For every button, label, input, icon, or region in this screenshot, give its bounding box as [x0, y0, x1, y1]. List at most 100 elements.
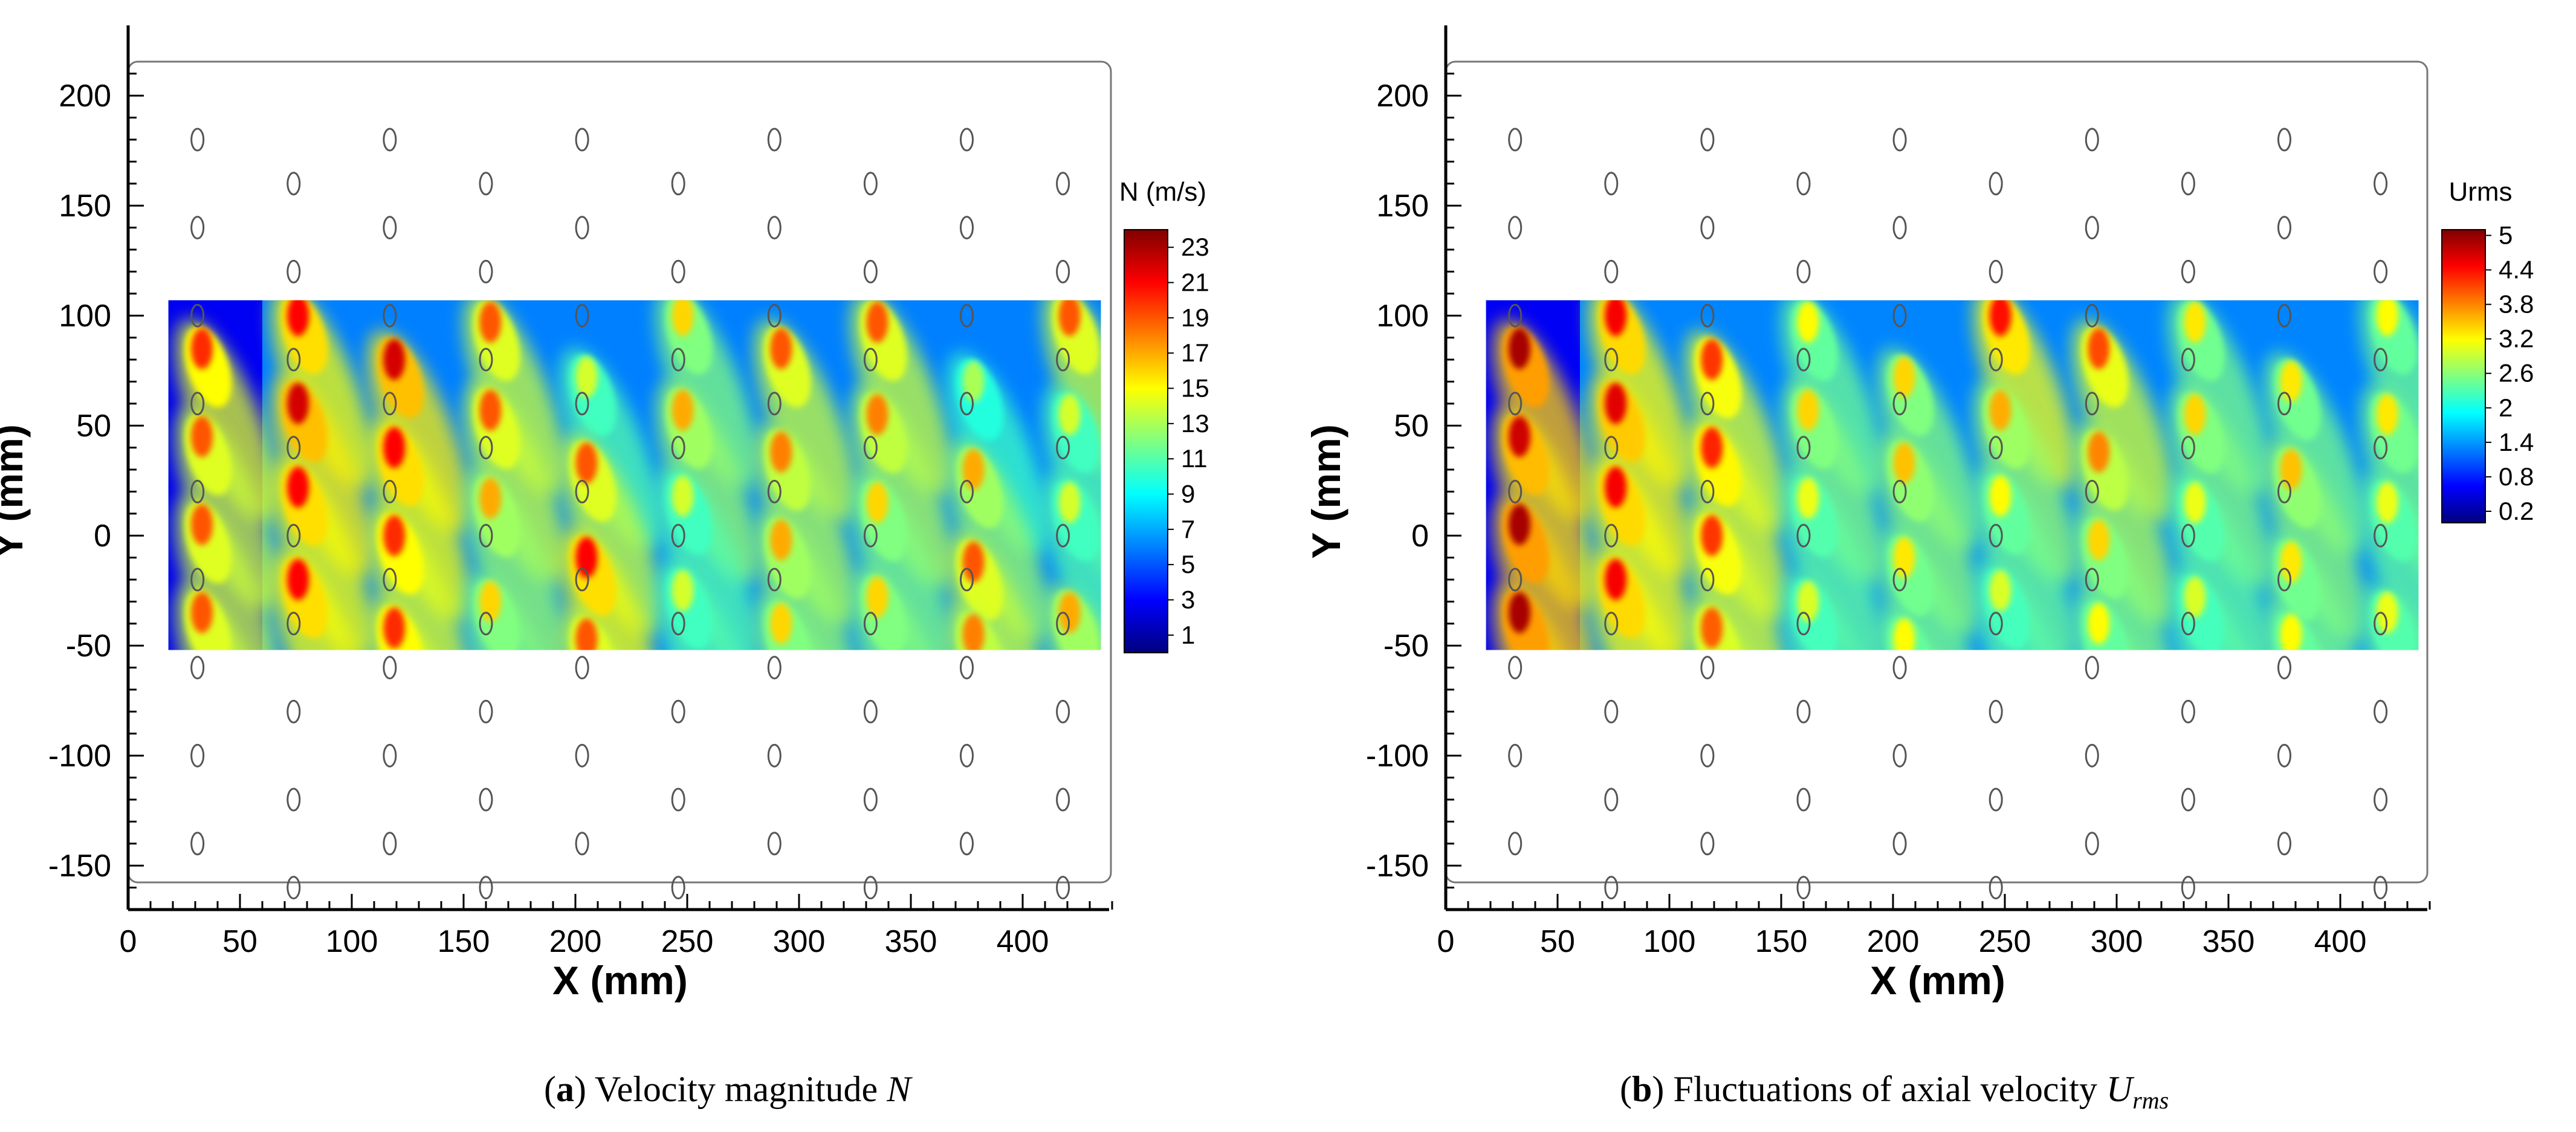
marker-zero-icon	[1892, 743, 1907, 768]
marker-zero-icon	[2374, 876, 2388, 900]
jet-hot-spot	[2088, 431, 2110, 473]
caption-b-tag: b	[1631, 1069, 1652, 1109]
jet-plume	[271, 300, 374, 490]
jet-hot-spot	[191, 328, 213, 369]
marker-zero-icon	[1700, 216, 1715, 240]
x-tick-label: 50	[1540, 924, 1575, 959]
caption-b: (b) Fluctuations of axial velocity Urms	[1620, 1069, 2169, 1114]
jet-hot-spot	[1058, 300, 1081, 337]
jet-hot-spot	[672, 570, 694, 612]
jet-plume	[2071, 319, 2174, 523]
marker-zero-icon	[1056, 436, 1070, 460]
jet-hot-spot	[479, 389, 502, 431]
jet-hot-spot	[2376, 482, 2398, 523]
jet-plume	[1043, 300, 1101, 490]
marker-zero-icon	[1700, 303, 1715, 328]
jet-plume	[850, 300, 953, 497]
marker-zero-icon	[2277, 392, 2291, 416]
marker-zero-icon	[960, 479, 974, 503]
jet-hot-spot	[2280, 361, 2302, 403]
axes: 0 50 100 150 200 250 300 350 400 -150 -100 -50 0 50 10…	[0, 25, 1113, 1003]
jet-plume	[1588, 550, 1691, 650]
marker-zero-icon	[863, 612, 878, 636]
y-tick-label: 0	[94, 519, 111, 554]
marker-zero-icon	[767, 128, 782, 152]
jet-plume	[754, 422, 856, 627]
marker-zero-icon	[2181, 523, 2195, 548]
marker-zero-icon	[960, 392, 974, 416]
marker-zero-icon	[575, 216, 589, 240]
jet-plume	[271, 550, 374, 650]
marker-zero-icon	[863, 259, 878, 283]
jet-hot-spot	[1701, 607, 1723, 649]
jet-hot-spot	[2280, 449, 2302, 490]
jet-plume	[1043, 473, 1101, 650]
x-tick-label: 250	[1979, 924, 2031, 959]
marker-zero-icon	[767, 479, 782, 503]
jet-hot-spot	[2088, 328, 2110, 369]
colorbar-tick-label: 3	[1181, 586, 1195, 614]
colorbar-tick-label: 3.8	[2499, 290, 2534, 319]
jet-plume	[656, 300, 759, 490]
marker-zero-icon	[190, 656, 205, 680]
marker-zero-icon	[190, 743, 205, 768]
marker-zero-icon	[286, 612, 301, 636]
jet-plume	[1492, 407, 1595, 611]
jet-plume	[271, 374, 374, 578]
marker-zero-icon	[960, 832, 974, 856]
jet-hot-spot	[2280, 614, 2302, 650]
marker-zero-icon	[479, 788, 493, 812]
jet-hot-spot	[672, 300, 694, 337]
marker-zero-icon	[1056, 523, 1070, 548]
colorbar-tick-label: 23	[1181, 233, 1209, 261]
marker-zero-icon	[2181, 788, 2195, 812]
marker-zero-icon	[2277, 128, 2291, 152]
x-axis-title: X (mm)	[1870, 958, 2005, 1003]
jet-plume	[1492, 583, 1595, 650]
marker-zero-icon	[1892, 832, 1907, 856]
marker-zero-icon	[286, 436, 301, 460]
jet-plume	[367, 506, 470, 650]
y-tick-label: 100	[1376, 299, 1429, 334]
jet-hot-spot	[287, 300, 309, 337]
marker-zero-icon	[2085, 656, 2099, 680]
jet-hot-spot	[962, 449, 985, 490]
colorbar-tick-label: 2.6	[2499, 359, 2534, 387]
jet-hot-spot	[575, 618, 598, 650]
caption-a: (a) Velocity magnitude N	[544, 1069, 911, 1109]
jet-hot-spot	[1605, 559, 1627, 600]
jet-hot-spot	[383, 607, 406, 649]
marker-zero-icon	[383, 216, 397, 240]
jet-hot-spot	[2184, 482, 2206, 523]
y-tick-label: 150	[1376, 189, 1429, 224]
marker-zero-icon	[671, 348, 685, 372]
colorbar-tick-label: 5	[2499, 221, 2513, 250]
jet-plume	[559, 528, 662, 650]
jet-hot-spot	[2376, 592, 2398, 633]
jet-hot-spot	[2184, 577, 2206, 618]
marker-zero-icon	[2374, 788, 2388, 812]
marker-zero-icon	[1892, 656, 1907, 680]
marker-zero-icon	[1892, 303, 1907, 328]
marker-zero-icon	[1056, 259, 1070, 283]
marker-zero-icon	[1796, 348, 1811, 372]
jet-plume	[463, 572, 566, 650]
marker-zero-icon	[575, 303, 589, 328]
panel-b: 0 50 100 150 200 250 300 350 400 -150 -100 -50 0 50 10…	[1304, 25, 2534, 1003]
colorbar-tick-label: 4.4	[2499, 256, 2534, 284]
jet-hot-spot	[191, 592, 213, 633]
colorbar-tick-label: 9	[1181, 480, 1195, 508]
jet-plume	[1877, 610, 1980, 650]
marker-zero-icon	[2181, 876, 2195, 900]
jet-plume	[1877, 348, 1980, 552]
x-tick-label: 150	[1755, 924, 1808, 959]
colorbar-tick-label: 21	[1181, 268, 1209, 297]
jet-hot-spot	[770, 603, 792, 644]
colorbar-tick-label: 13	[1181, 409, 1209, 438]
heatmap-field	[1486, 300, 2419, 650]
x-tick-label: 350	[885, 924, 937, 959]
colorbar-tick-label: 0.8	[2499, 462, 2534, 491]
colorbar-gradient	[1124, 229, 1168, 653]
marker-zero-icon	[1892, 392, 1907, 416]
marker-zero-icon	[1796, 259, 1811, 283]
